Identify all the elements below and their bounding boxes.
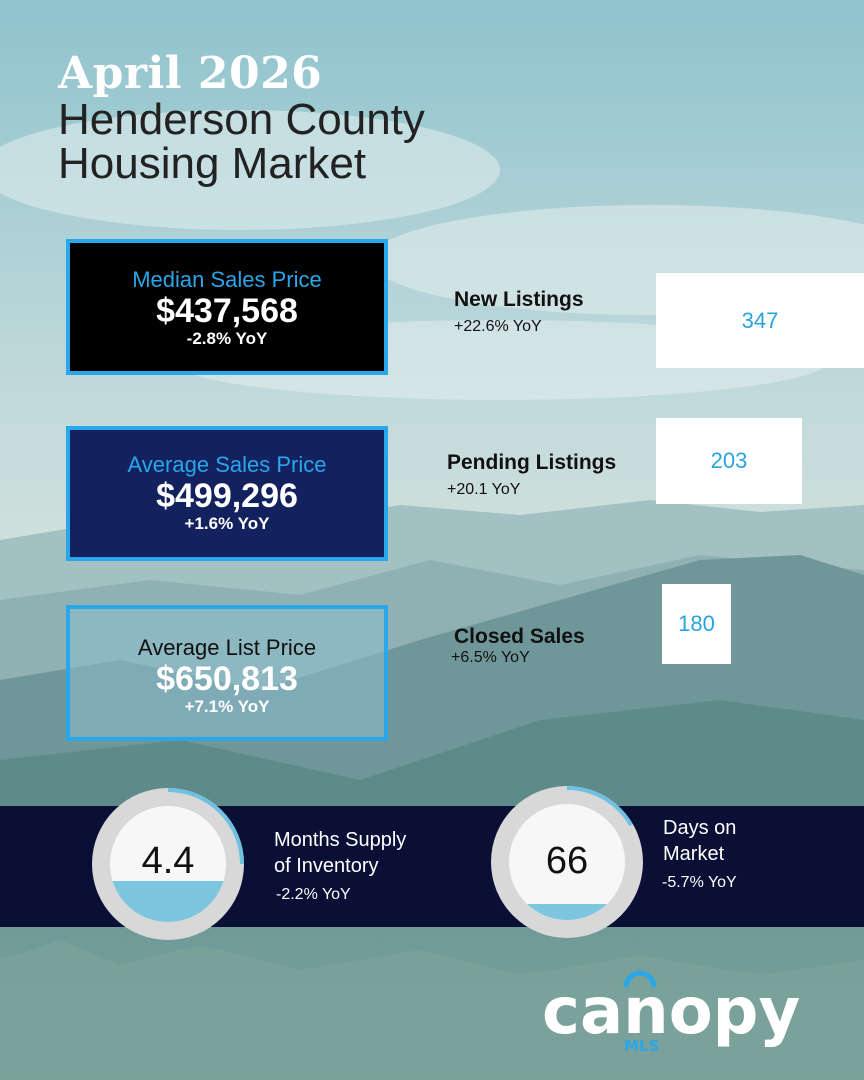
days-on-market-value: 66 xyxy=(545,840,589,882)
months-supply-value: 4.4 xyxy=(141,840,195,882)
new-listings-yoy: +22.6% YoY xyxy=(454,318,542,335)
average-list-price-yoy: +7.1% YoY xyxy=(184,697,270,716)
pending-listings-yoy: +20.1 YoY xyxy=(447,481,521,498)
days-on-market-label-line2: Market xyxy=(663,843,725,865)
months-supply-gauge xyxy=(92,788,244,940)
median-sales-price-yoy: -2.8% YoY xyxy=(186,329,268,348)
canopy-mls-logo: canopy MLS xyxy=(542,970,800,1055)
median-sales-price-label: Median Sales Price xyxy=(132,267,322,292)
average-list-price-card: Average List Price $650,813 +7.1% YoY xyxy=(66,605,388,741)
average-sales-price-label: Average Sales Price xyxy=(127,452,327,477)
logo-wordmark: canopy xyxy=(542,975,800,1049)
months-supply-label-line2: of Inventory xyxy=(274,855,379,877)
months-supply-yoy: -2.2% YoY xyxy=(276,886,351,903)
months-supply-label-line1: Months Supply xyxy=(274,829,407,851)
page-header: April 2026 Henderson County Housing Mark… xyxy=(58,50,425,186)
average-sales-price-card: Average Sales Price $499,296 +1.6% YoY xyxy=(66,426,388,561)
median-sales-price-card: Median Sales Price $437,568 -2.8% YoY xyxy=(66,239,388,375)
average-sales-price-value: $499,296 xyxy=(156,477,298,515)
pending-listings-label: Pending Listings xyxy=(447,451,617,474)
average-list-price-label: Average List Price xyxy=(137,635,317,660)
closed-sales-yoy: +6.5% YoY xyxy=(451,649,530,666)
closed-sales-label: Closed Sales xyxy=(454,625,585,648)
page-title-line2: Housing Market xyxy=(58,139,367,188)
page-title-line1: Henderson County xyxy=(58,95,425,144)
new-listings-value: 347 xyxy=(656,273,864,368)
average-list-price-value: $650,813 xyxy=(156,660,298,698)
report-month: April 2026 xyxy=(58,48,323,99)
average-sales-price-yoy: +1.6% YoY xyxy=(184,514,270,533)
days-on-market-yoy: -5.7% YoY xyxy=(662,874,737,891)
logo-sub: MLS xyxy=(624,1037,659,1055)
days-on-market-label-line1: Days on xyxy=(663,817,737,839)
new-listings-label: New Listings xyxy=(454,288,584,311)
median-sales-price-value: $437,568 xyxy=(156,292,298,330)
days-on-market-gauge xyxy=(491,786,643,938)
pending-listings-value: 203 xyxy=(656,418,802,504)
closed-sales-value: 180 xyxy=(662,584,731,664)
